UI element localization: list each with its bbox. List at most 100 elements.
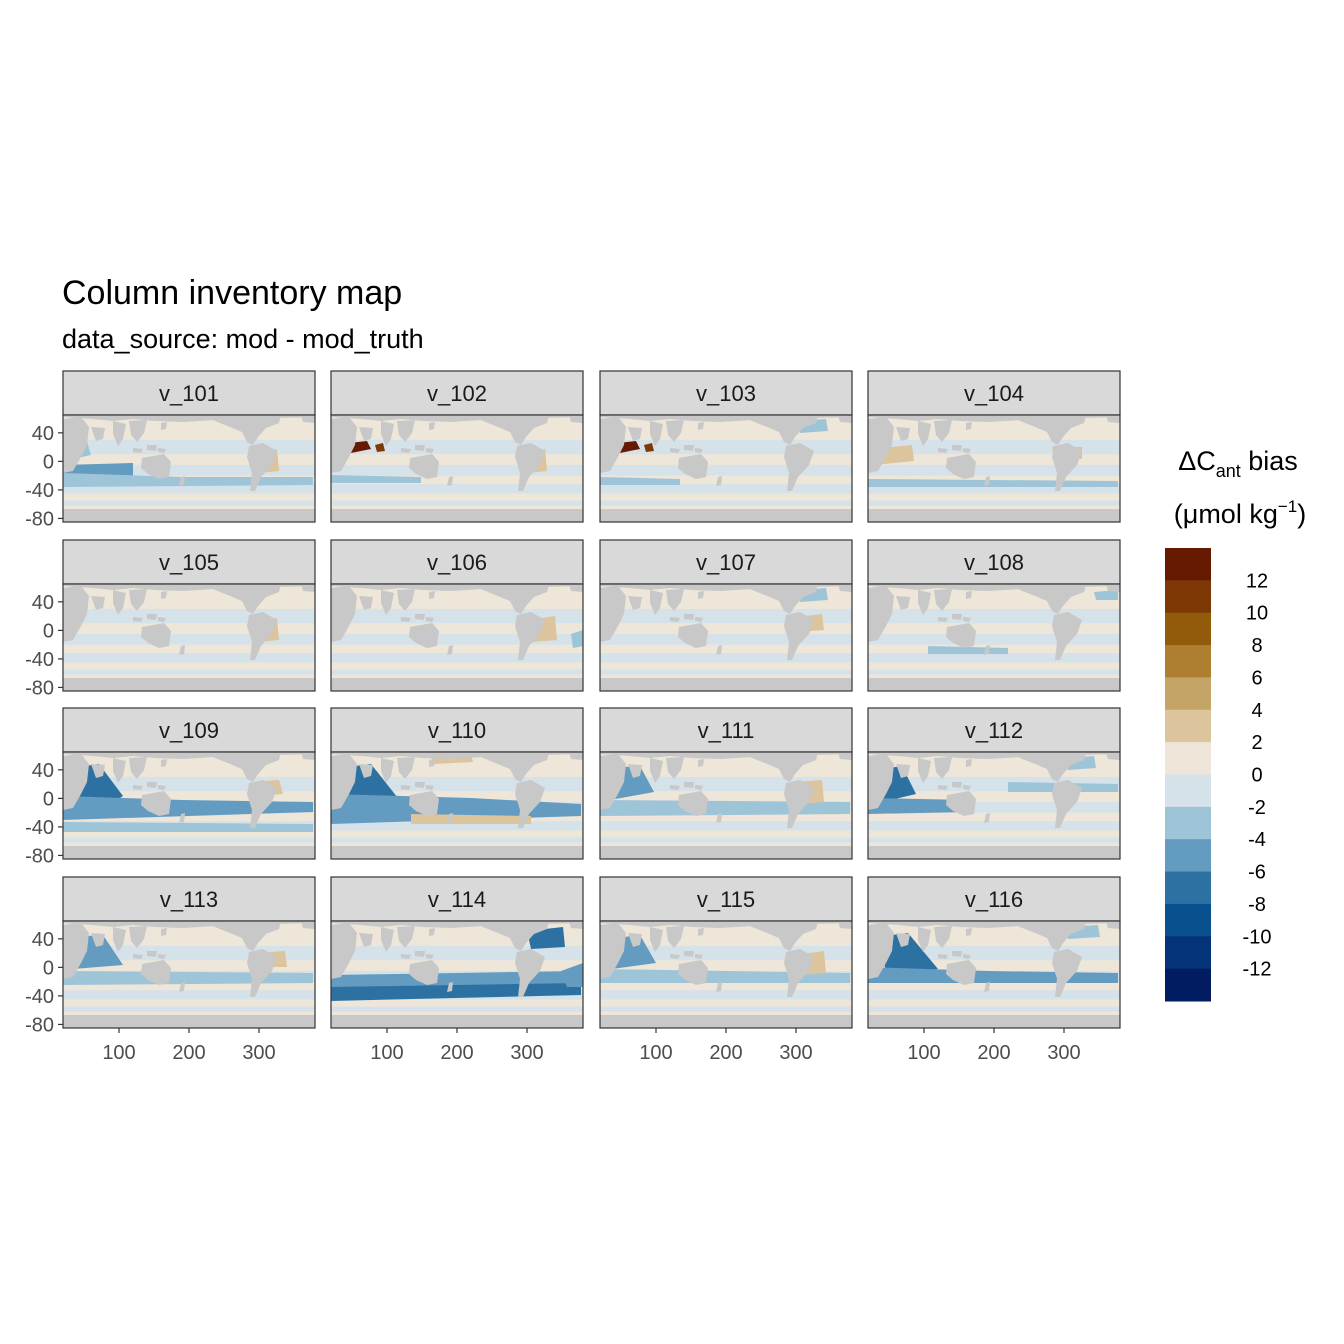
facet-strip-label: v_101 bbox=[159, 381, 219, 406]
legend-label: 2 bbox=[1251, 732, 1262, 754]
facet-strip bbox=[62, 876, 316, 922]
bias-band bbox=[63, 633, 315, 645]
map-area bbox=[600, 752, 852, 859]
facet-strip-label: v_103 bbox=[696, 381, 756, 406]
map-area bbox=[63, 752, 315, 859]
facet-strip-label: v_115 bbox=[697, 887, 755, 912]
facet-panel-v-105: v_105 40 0 -40 -80 bbox=[25, 539, 316, 699]
y-tick-label: 40 bbox=[32, 423, 54, 445]
facet-panel-v-110: v_110 bbox=[330, 707, 584, 860]
x-tick-label: 200 bbox=[977, 1042, 1010, 1064]
y-tick-label: -80 bbox=[25, 677, 54, 699]
map-area bbox=[331, 752, 583, 859]
bias-band bbox=[868, 500, 1120, 506]
bias-region bbox=[331, 475, 421, 483]
facet-panel-v-106: v_106 bbox=[330, 539, 584, 692]
bias-region bbox=[571, 630, 583, 648]
y-tick-label: 40 bbox=[32, 929, 54, 951]
bias-band bbox=[331, 484, 583, 494]
legend-swatch bbox=[1165, 677, 1211, 711]
y-tick-label: -40 bbox=[25, 480, 54, 502]
figure-title: Column inventory map bbox=[62, 274, 402, 312]
legend-label: 4 bbox=[1251, 700, 1262, 722]
map-area bbox=[63, 415, 315, 522]
legend-swatch bbox=[1165, 968, 1211, 1002]
bias-band bbox=[600, 1006, 852, 1012]
facet-strip bbox=[330, 876, 584, 922]
map-area bbox=[868, 921, 1120, 1028]
legend-swatch bbox=[1165, 612, 1211, 646]
bias-region bbox=[644, 443, 654, 452]
facet-strip-label: v_113 bbox=[160, 887, 218, 912]
bias-band bbox=[331, 653, 583, 663]
map-area bbox=[600, 415, 852, 522]
x-tick-label: 300 bbox=[1047, 1042, 1080, 1064]
facet-strip bbox=[330, 707, 584, 753]
map-area bbox=[600, 921, 852, 1028]
bias-band bbox=[868, 608, 1120, 624]
panel-border bbox=[599, 751, 853, 860]
facet-strip bbox=[867, 370, 1121, 416]
facet-strip-label: v_112 bbox=[965, 718, 1023, 743]
panel-border bbox=[62, 414, 316, 523]
legend-swatch bbox=[1165, 709, 1211, 743]
facet-panel-v-103: v_103 bbox=[599, 370, 853, 523]
panel-border bbox=[599, 414, 853, 523]
bias-band bbox=[331, 633, 583, 645]
legend-label: -10 bbox=[1243, 926, 1272, 948]
facet-strip bbox=[867, 876, 1121, 922]
bias-band bbox=[331, 500, 583, 506]
x-tick-label: 300 bbox=[779, 1042, 812, 1064]
color-legend: ΔCant bias (μmol kg−1) 12 10 8 6 4 2 0 -2 -4 -6 -8… bbox=[1165, 446, 1306, 1002]
facet-strip-label: v_109 bbox=[159, 718, 219, 743]
bias-band bbox=[63, 837, 315, 843]
facet-strip bbox=[599, 539, 853, 585]
bias-band bbox=[63, 669, 315, 675]
x-tick-label: 100 bbox=[639, 1042, 672, 1064]
legend-labels: 12 10 8 6 4 2 0 -2 -4 -6 -8 -10 -12 bbox=[1243, 570, 1272, 980]
bias-region bbox=[1094, 590, 1118, 600]
bias-region bbox=[868, 479, 1118, 487]
panel-border bbox=[330, 583, 584, 692]
legend-title-bias: bias bbox=[1241, 446, 1298, 476]
legend-swatch bbox=[1165, 774, 1211, 808]
legend-label: -12 bbox=[1243, 959, 1272, 981]
facet-panel-v-107: v_107 bbox=[599, 539, 853, 692]
legend-label: -4 bbox=[1248, 829, 1266, 851]
bias-band bbox=[63, 990, 315, 1000]
facet-panel-v-116: v_116 100 200 300 bbox=[867, 876, 1121, 1064]
figure-subtitle: data_source: mod - mod_truth bbox=[62, 324, 424, 354]
bias-band bbox=[868, 821, 1120, 831]
facet-panel-v-113: v_113 40 0 -40 -80 100 200 300 bbox=[25, 876, 316, 1064]
x-tick-label: 100 bbox=[370, 1042, 403, 1064]
bias-region bbox=[868, 798, 968, 814]
facet-strip-label: v_111 bbox=[698, 718, 755, 743]
legend-label: 8 bbox=[1251, 635, 1262, 657]
bias-region bbox=[868, 967, 1118, 983]
legend-title-subscript: ant bbox=[1216, 461, 1241, 481]
legend-title-line1: ΔCant bias bbox=[1178, 446, 1298, 481]
panel-border bbox=[62, 583, 316, 692]
facet-panel-v-108: v_108 bbox=[867, 539, 1121, 692]
legend-swatch bbox=[1165, 871, 1211, 905]
facet-strip bbox=[330, 370, 584, 416]
facet-strip-label: v_105 bbox=[159, 550, 219, 575]
bias-band bbox=[331, 1006, 583, 1012]
x-tick-label: 200 bbox=[709, 1042, 742, 1064]
facet-panel-v-104: v_104 bbox=[867, 370, 1121, 523]
x-tick-label: 200 bbox=[172, 1042, 205, 1064]
facet-strip bbox=[62, 539, 316, 585]
facet-strip-label: v_116 bbox=[965, 887, 1023, 912]
facet-strip bbox=[599, 707, 853, 753]
bias-region bbox=[561, 963, 583, 987]
y-tick-label: -40 bbox=[25, 986, 54, 1008]
y-tick-label: -80 bbox=[25, 845, 54, 867]
bias-band bbox=[63, 653, 315, 663]
bias-band bbox=[63, 1006, 315, 1012]
panel-border bbox=[867, 583, 1121, 692]
bias-region bbox=[411, 814, 531, 824]
facet-strip-label: v_108 bbox=[964, 550, 1024, 575]
map-area bbox=[331, 415, 583, 522]
map-area bbox=[868, 415, 1120, 522]
